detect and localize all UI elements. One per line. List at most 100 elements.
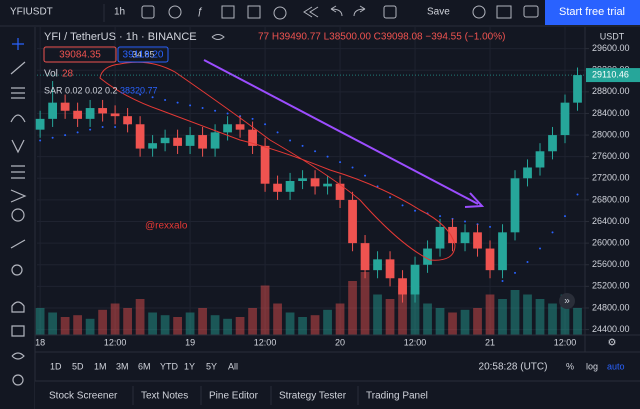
panel-tab[interactable]: Text Notes [141,391,188,402]
candle-body [185,135,195,146]
y-tick-label: 29600.00 [592,43,630,53]
volume-bar [73,315,82,335]
ohlc-values: 77 H39490.77 L38500.00 C39098.08 −394.55… [258,32,505,43]
y-tick-label: 28400.00 [592,108,630,118]
watermark-text: @rexxalo [145,221,188,232]
trial-button[interactable]: Start free trial [559,6,625,18]
sar-dot [189,104,192,107]
sar-dot [251,117,254,120]
sar-dot [76,131,79,134]
compare-icon[interactable] [168,5,182,19]
save-button[interactable]: Save [427,7,450,18]
candle-body [298,178,307,181]
panel-tab[interactable]: Pine Editor [209,391,259,402]
scroll-icon[interactable]: » [564,296,570,307]
layout-select-icon[interactable] [383,5,397,19]
range-button[interactable]: 3M [116,361,129,371]
hand-drawn-curve[interactable] [99,61,456,261]
candle-body [248,129,257,146]
candle-body [510,178,520,233]
volume-bar [248,308,257,335]
bar-style-icon[interactable] [141,5,155,19]
candle-body [398,278,407,295]
candle-body [173,137,182,146]
layout-icon[interactable] [247,5,261,19]
candle-body [135,124,145,149]
volume-bar [123,308,132,335]
settings-icon[interactable] [472,5,486,19]
sar-dot [151,96,154,99]
candle-body [573,75,582,103]
candle-body [435,226,445,249]
interval-button[interactable]: 1h [114,7,125,18]
indicators-icon[interactable]: ƒ [197,7,203,18]
volume-bar [398,285,407,335]
sell-price[interactable]: 39084.35 [59,50,101,61]
replay-icon[interactable] [303,6,319,18]
candle-body [460,232,470,244]
candle-body [273,183,282,192]
snapshot-icon[interactable] [523,5,539,18]
trend-arrow[interactable] [203,59,479,205]
buy-box[interactable] [117,46,169,63]
symbol-button[interactable]: YFIUSDT [10,7,53,18]
fullscreen-icon[interactable] [496,5,512,19]
sar-dot [401,204,404,207]
volume-bar [535,299,545,335]
panel-tab[interactable]: Stock Screener [49,391,118,402]
range-button[interactable]: 1Y [184,361,195,371]
scale-option[interactable]: % [566,361,574,371]
visibility-icon[interactable] [211,34,225,40]
candle-body [498,232,507,271]
sar-dot [89,128,92,131]
drawing-tools[interactable] [10,38,27,386]
sar-dot [464,220,467,223]
range-button[interactable]: 1D [50,361,62,371]
y-tick-label: 27200.00 [592,173,630,183]
panel-tab[interactable]: Strategy Tester [279,391,347,402]
axis-unit: USDT [600,31,625,41]
range-button[interactable]: 1M [94,361,107,371]
templates-icon[interactable] [221,5,235,19]
candle-body [473,232,482,249]
sar-dot [201,107,204,110]
sar-dot [214,109,217,112]
candle-body [160,137,170,144]
x-tick-label: 12:00 [404,337,427,347]
volume-bar [210,315,220,335]
undo-icon[interactable] [330,5,343,17]
scroll-button[interactable] [559,293,575,309]
volume-bar [348,281,357,335]
scale-option[interactable]: log [586,361,598,371]
sar-dot [364,174,367,177]
sar-dot [501,279,504,282]
volume-bar [98,309,107,335]
candle-body [548,135,557,152]
range-button[interactable]: 5D [72,361,84,371]
volume-bar [48,312,57,335]
sar-dot [301,144,304,147]
range-button[interactable]: 6M [138,361,151,371]
symbol-title: YFI / TetherUS · 1h · BINANCE [44,31,197,43]
candle-body [348,199,357,244]
scale-option[interactable]: auto [607,361,625,371]
candle-body [335,183,345,200]
range-button[interactable]: All [228,361,238,371]
alert-icon[interactable] [273,6,287,20]
volume-bar [185,312,195,335]
candle-body [410,264,420,295]
volume-label: Vol [44,69,58,80]
candle-body [123,116,132,125]
trial-button-bg[interactable] [545,0,640,25]
x-tick-label: 21 [485,337,495,347]
range-button[interactable]: 5Y [206,361,217,371]
top-toolbar [0,0,640,26]
redo-icon[interactable] [353,5,366,17]
range-button[interactable]: YTD [160,361,179,371]
sell-box[interactable] [43,46,117,63]
buy-price[interactable]: 39119.20 [123,50,164,61]
candle-body [223,124,232,133]
candle-body [198,135,207,149]
axis-settings-icon[interactable]: ⚙ [608,338,617,349]
panel-tab[interactable]: Trading Panel [366,391,428,402]
